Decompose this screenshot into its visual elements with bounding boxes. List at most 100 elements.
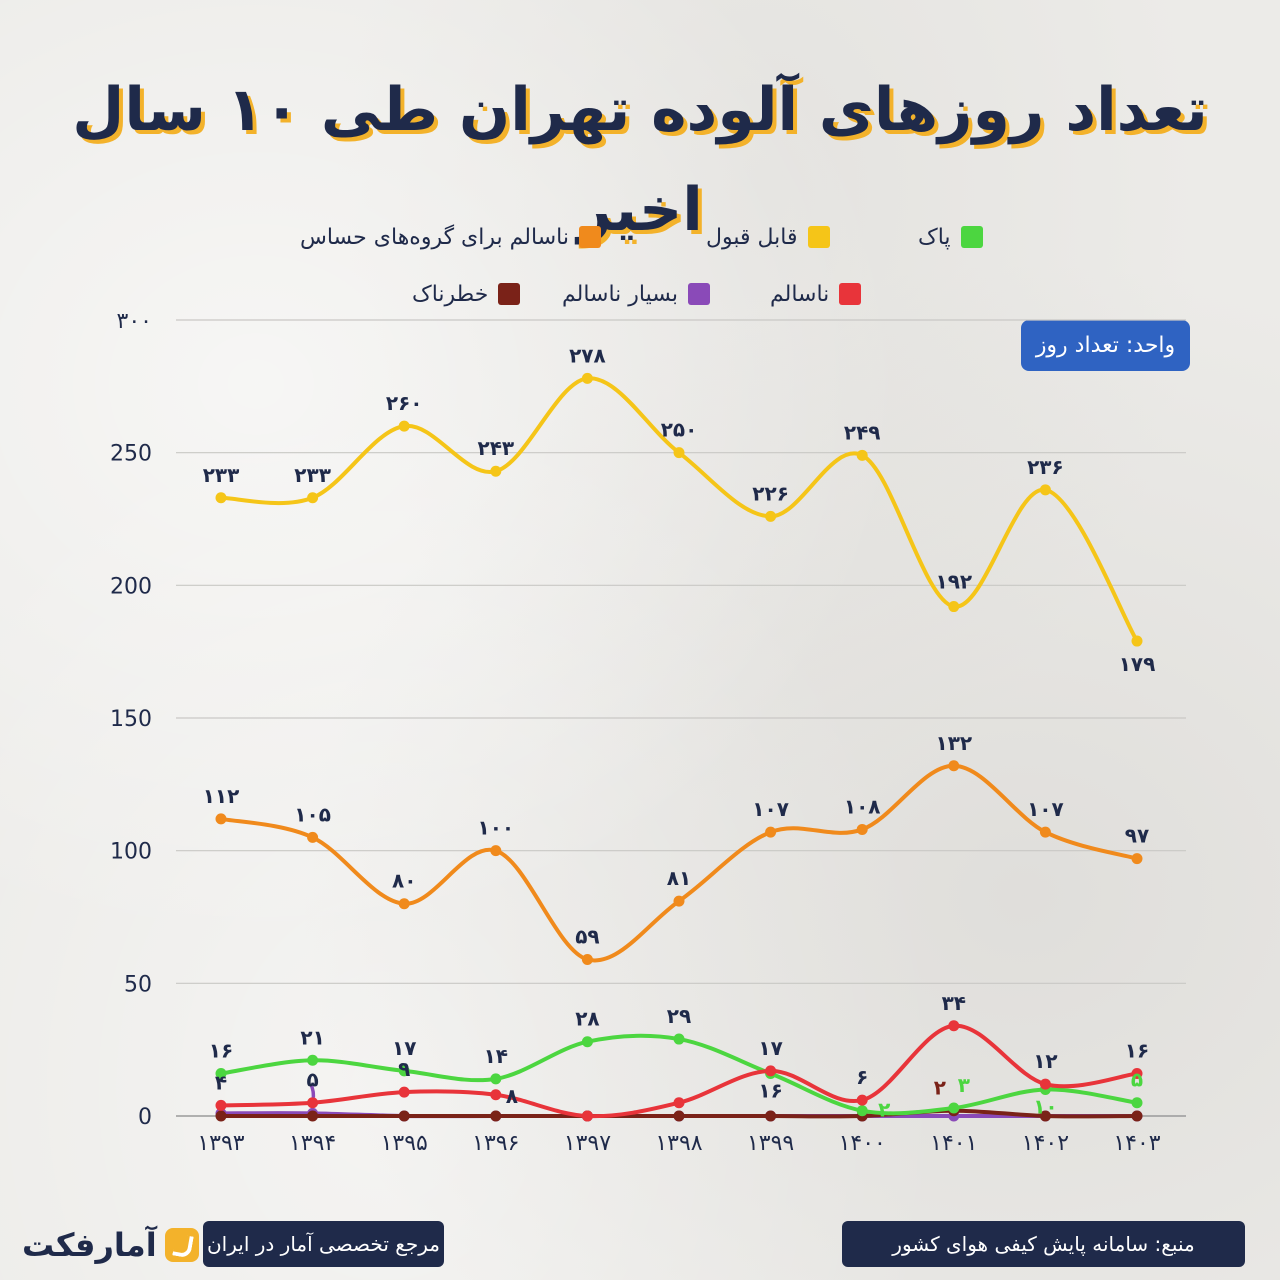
- data-label: ۲۶۰: [386, 391, 423, 415]
- legend-label-clean: پاک: [918, 224, 951, 250]
- data-point: [765, 826, 777, 838]
- data-label: ۲۸: [575, 1007, 599, 1031]
- x-tick-label: ۱۳۹۸: [655, 1131, 702, 1156]
- data-point: [307, 831, 319, 843]
- legend-item-acceptable: قابل قبول: [706, 222, 830, 252]
- data-label: ۱۶: [1125, 1039, 1149, 1063]
- x-tick-label: ۱۴۰۲: [1022, 1131, 1069, 1156]
- data-label: ۱۶: [209, 1039, 233, 1063]
- data-label: ۱۰۰: [477, 816, 514, 840]
- data-point: [215, 813, 227, 825]
- data-point: [856, 1105, 868, 1117]
- data-label: ۹۷: [1125, 824, 1149, 848]
- y-tick-label: 100: [110, 840, 152, 865]
- series-line: [219, 1023, 1139, 1119]
- data-label: ۱۷: [392, 1036, 416, 1060]
- data-label: ۲۷۸: [569, 343, 606, 367]
- data-label: ۴: [215, 1070, 227, 1094]
- data-point: [673, 1097, 685, 1109]
- data-label: ۵: [306, 1068, 318, 1092]
- legend-label-acceptable: قابل قبول: [706, 224, 798, 250]
- legend-label-hazardous: خطرناک: [412, 281, 489, 307]
- data-point: [1131, 1097, 1143, 1109]
- legend-swatch-unhealthy: [839, 283, 862, 305]
- data-label: ۱۶: [758, 1079, 782, 1103]
- data-point: [1039, 484, 1051, 496]
- data-label: ۱۰۷: [1027, 797, 1064, 821]
- data-label: ۳۴: [942, 991, 966, 1015]
- data-point: [765, 1065, 777, 1077]
- data-point: [1131, 635, 1143, 647]
- data-label: ۱۲: [1033, 1049, 1057, 1073]
- data-label: ۳: [958, 1073, 970, 1097]
- data-label: ۱۷: [758, 1036, 782, 1060]
- data-label: ۵: [1131, 1068, 1143, 1092]
- data-label: ۱۴: [484, 1044, 508, 1068]
- data-point: [1039, 1110, 1051, 1122]
- data-point: [581, 953, 593, 965]
- data-label: ۹: [398, 1057, 410, 1081]
- data-point: [673, 447, 685, 459]
- legend-item-unhealthy: ناسالم: [770, 279, 862, 309]
- data-point: [307, 1054, 319, 1066]
- data-point: [673, 1110, 685, 1122]
- data-point: [490, 845, 502, 857]
- data-point: [581, 1110, 593, 1122]
- logo-text: آمارفکت: [22, 1226, 157, 1264]
- tagline-badge: مرجع تخصصی آمار در ایران: [203, 1221, 444, 1267]
- data-label: ۱۰۷: [752, 797, 789, 821]
- data-label: ۸۱: [667, 866, 691, 890]
- data-label: ۱۷۹: [1119, 652, 1156, 676]
- legend-swatch-sensitive: [578, 226, 601, 248]
- data-label: ۲۵۰: [661, 418, 698, 442]
- data-point: [673, 895, 685, 907]
- data-point: [765, 510, 777, 522]
- data-point: [307, 1110, 319, 1122]
- y-tick-label: 150: [110, 707, 152, 732]
- data-label: ۲۳۶: [1027, 455, 1064, 479]
- data-point: [1131, 1068, 1143, 1080]
- data-point: [1039, 1078, 1051, 1090]
- y-tick-label: 0: [138, 1105, 152, 1130]
- data-label: ۱۳۲: [935, 731, 972, 755]
- x-tick-label: ۱۴۰۰: [839, 1131, 886, 1156]
- data-point: [856, 449, 868, 461]
- data-point: [215, 1068, 227, 1080]
- legend-item-clean: پاک: [918, 222, 983, 252]
- data-point: [215, 1110, 227, 1122]
- x-tick-label: ۱۴۰۳: [1113, 1131, 1160, 1156]
- data-point: [581, 372, 593, 384]
- data-point: [765, 1110, 777, 1122]
- x-tick-label: ۱۳۹۶: [472, 1131, 519, 1156]
- data-label: ۲۴۳: [477, 436, 514, 460]
- data-label: ۱۹۲: [935, 570, 972, 594]
- legend-swatch-very-unhealthy: [688, 283, 711, 305]
- x-tick-label: ۱۴۰۱: [930, 1131, 977, 1156]
- data-label: ۱۰۸: [844, 794, 881, 818]
- data-label: ۱۱۲: [203, 784, 240, 808]
- x-tick-label: ۱۳۹۳: [197, 1131, 244, 1156]
- data-point: [307, 492, 319, 504]
- legend-label-sensitive: ناسالم برای گروه‌های حساس: [300, 224, 569, 250]
- data-point: [215, 492, 227, 504]
- data-point: [948, 1020, 960, 1032]
- legend-item-very-unhealthy: بسیار ناسالم: [562, 279, 711, 309]
- data-point: [948, 760, 960, 772]
- data-label: ۲: [878, 1098, 890, 1122]
- x-tick-label: ۱۳۹۵: [381, 1131, 428, 1156]
- data-label: ۱: [306, 1078, 318, 1102]
- legend-label-unhealthy: ناسالم: [770, 281, 830, 307]
- data-point: [398, 420, 410, 432]
- data-label: ۲۳۳: [294, 463, 331, 487]
- data-label: ۲۳۳: [203, 463, 240, 487]
- data-label: ۵۹: [575, 924, 599, 948]
- data-label: ۸۰: [392, 869, 416, 893]
- logo-mark-icon: [164, 1228, 199, 1262]
- data-label: ۱۰: [1033, 1094, 1057, 1118]
- data-point: [215, 1099, 227, 1111]
- legend-item-hazardous: خطرناک: [412, 279, 521, 309]
- data-point: [490, 1110, 502, 1122]
- data-point: [307, 1097, 319, 1109]
